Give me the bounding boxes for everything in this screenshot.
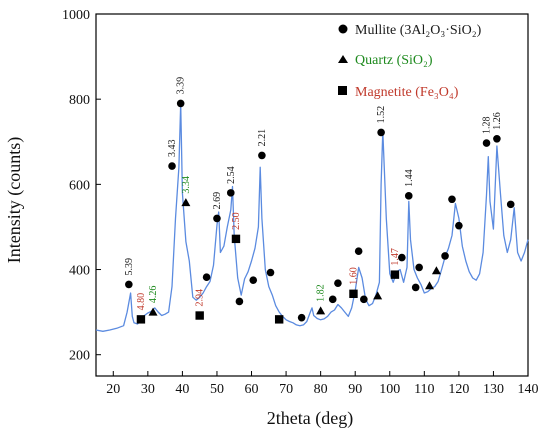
mullite-peak-marker <box>411 283 420 292</box>
x-tick-label: 50 <box>210 382 224 397</box>
legend-magnetite-label: Magnetite (Fe₃O₄) <box>355 85 459 100</box>
magnetite-peak-marker <box>231 234 241 244</box>
peak-d-spacing-label: 1.52 <box>376 106 387 124</box>
x-tick-label: 80 <box>314 382 328 397</box>
mullite-peak-marker <box>176 99 185 108</box>
quartz-peak-marker <box>431 266 441 275</box>
mullite-peak-marker <box>398 253 406 262</box>
peak-d-spacing-label: 3.43 <box>167 140 178 158</box>
peak-d-spacing-label: 1.47 <box>390 248 401 266</box>
peak-d-spacing-label: 2.21 <box>257 129 268 147</box>
x-axis-label: 2theta (deg) <box>267 408 353 429</box>
pattern-line <box>95 102 529 332</box>
peak-d-spacing-label: 3.39 <box>176 77 187 95</box>
mullite-peak-marker <box>202 273 211 281</box>
magnetite-peak-marker <box>390 270 400 279</box>
x-tick-label: 110 <box>414 382 434 397</box>
x-tick-label: 30 <box>141 382 155 397</box>
mullite-peak-marker <box>441 252 449 260</box>
mullite-peak-marker <box>249 276 258 284</box>
mullite-peak-marker <box>258 151 266 160</box>
peak-d-spacing-label: 2.69 <box>212 192 223 210</box>
legend: Mullite (3Al₂O₃·SiO₂) Quartz (SiO₂) Magn… <box>338 23 482 100</box>
mullite-peak-marker <box>226 189 235 197</box>
x-tick-label: 60 <box>245 382 259 397</box>
mullite-peak-marker <box>266 268 275 277</box>
x-tick-label: 70 <box>279 382 293 397</box>
mullite-peak-marker <box>482 139 491 147</box>
peak-d-spacing-label: 5.39 <box>124 258 135 276</box>
y-tick-label: 400 <box>69 264 90 279</box>
peak-d-spacing-label: 1.44 <box>404 169 415 187</box>
plot-frame <box>95 13 529 377</box>
mullite-peak-marker <box>404 192 413 200</box>
mullite-peak-marker <box>415 263 423 272</box>
x-tick-label: 140 <box>518 382 539 397</box>
magnetite-peak-marker <box>349 289 358 299</box>
peak-d-spacing-label: 2.50 <box>231 212 242 230</box>
peak-d-spacing-label: 2.54 <box>226 166 237 184</box>
mullite-peak-marker <box>377 128 385 137</box>
mullite-peak-marker <box>297 313 306 322</box>
quartz-peak-marker <box>373 291 383 300</box>
quartz-peak-marker <box>425 281 435 290</box>
magnetite-peak-marker <box>274 315 284 324</box>
mullite-peak-marker <box>493 134 501 143</box>
mullite-peak-marker <box>125 280 133 289</box>
peak-markers: 5.39 3.43 3.39 2.692.54 2.21 1.52 1.44 1.28 1.26… <box>124 77 515 324</box>
mullite-peak-marker <box>334 279 342 287</box>
x-tick-label: 130 <box>483 382 504 397</box>
peak-d-spacing-label: 1.60 <box>348 267 359 285</box>
diffraction-pattern <box>95 102 529 332</box>
magnetite-peak-marker <box>195 311 204 320</box>
mullite-peak-marker <box>354 247 363 256</box>
x-tick-label: 20 <box>106 382 120 397</box>
quartz-peak-marker <box>316 306 326 315</box>
peak-d-spacing-label: 2.94 <box>195 289 206 307</box>
mullite-peak-marker <box>448 195 456 204</box>
peak-d-spacing-label: 4.26 <box>148 286 159 304</box>
legend-quartz-label: Quartz (SiO₂) <box>355 53 433 68</box>
mullite-peak-marker <box>506 200 515 209</box>
peak-d-spacing-label: 1.82 <box>316 284 327 302</box>
y-tick-label: 600 <box>69 178 90 193</box>
quartz-peak-marker <box>148 307 158 316</box>
mullite-peak-marker <box>360 295 368 304</box>
x-tick-label: 100 <box>379 382 400 397</box>
peak-d-spacing-label: 1.28 <box>482 117 493 135</box>
mullite-peak-marker <box>455 221 463 230</box>
peak-d-spacing-label: 1.26 <box>492 112 503 130</box>
legend-quartz-marker <box>338 55 348 63</box>
mullite-peak-marker <box>168 162 176 170</box>
peak-d-spacing-label: 3.34 <box>181 176 192 194</box>
x-tick-label: 90 <box>348 382 362 397</box>
mullite-peak-marker <box>328 295 337 304</box>
legend-magnetite-marker <box>338 86 347 95</box>
mullite-peak-marker <box>235 297 244 306</box>
peak-d-spacing-label: 4.80 <box>136 293 147 311</box>
legend-mullite-marker <box>338 24 348 34</box>
x-tick-label: 120 <box>448 382 469 397</box>
y-axis-label: Intensity (counts) <box>4 137 25 263</box>
x-tick-label: 40 <box>175 382 189 397</box>
legend-mullite-label: Mullite (3Al₂O₃·SiO₂) <box>355 23 482 38</box>
quartz-peak-marker <box>181 198 191 207</box>
axis-ticks: 20 30 40 50 60 70 80 90 100 110 120 130 140 200 400 600… <box>62 8 539 397</box>
y-tick-label: 1000 <box>62 8 90 23</box>
y-tick-label: 200 <box>69 349 90 364</box>
mullite-peak-marker <box>213 214 221 223</box>
magnetite-peak-marker <box>136 315 146 324</box>
y-tick-label: 800 <box>69 93 90 108</box>
